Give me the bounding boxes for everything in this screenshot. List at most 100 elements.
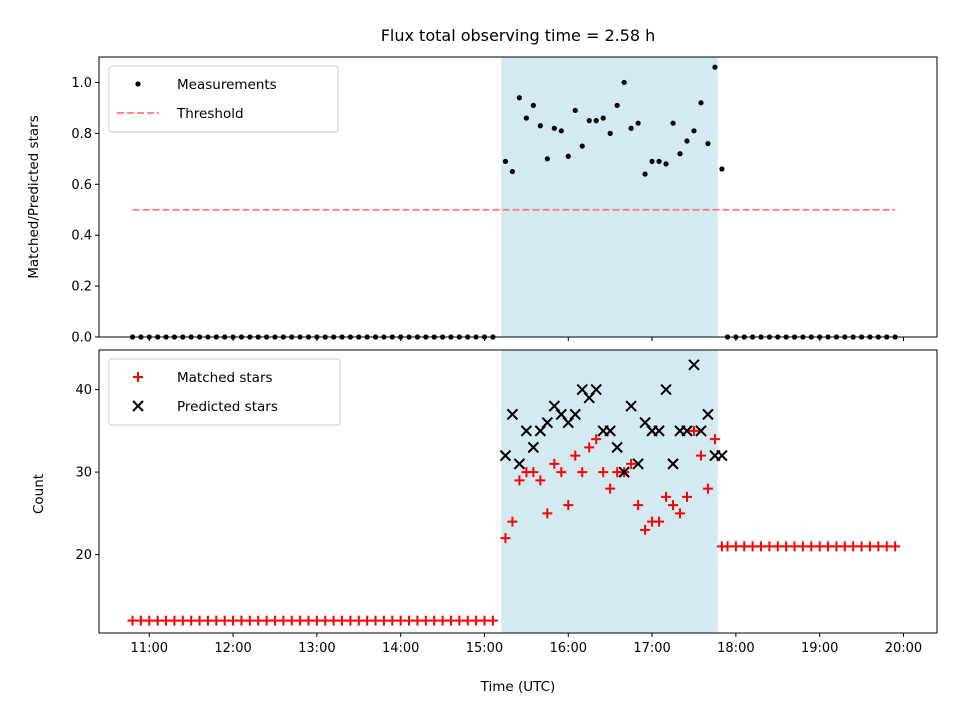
matched-stars-point: [211, 615, 222, 626]
matched-stars-point: [739, 541, 750, 552]
matched-stars-point: [626, 458, 637, 469]
matched-stars-point: [514, 475, 525, 486]
matched-stars-point: [261, 615, 272, 626]
matched-stars-point: [535, 475, 546, 486]
matched-stars-point: [269, 615, 280, 626]
predicted-stars-point: [499, 449, 512, 462]
matched-stars-point: [781, 541, 792, 552]
measurements-point: [537, 123, 543, 129]
matched-stars-point: [152, 615, 163, 626]
x-tick-label: 11:00: [131, 641, 168, 656]
matched-stars-point: [789, 541, 800, 552]
top-y-tick-label: 0.8: [71, 127, 92, 142]
bottom-legend: Matched stars Predicted stars: [108, 358, 341, 426]
predicted-stars-point: [625, 400, 637, 412]
matched-stars-point: [353, 615, 364, 626]
matched-stars-point: [528, 467, 539, 478]
matched-stars-point: [556, 467, 567, 478]
matched-stars-point: [823, 541, 834, 552]
x-axis-label: Time (UTC): [480, 679, 556, 695]
matched-stars-point: [709, 434, 720, 445]
legend-label: Measurements: [177, 77, 277, 93]
measurements-point: [593, 118, 599, 124]
predicted-stars-point: [590, 383, 602, 396]
x-tick-label: 19:00: [801, 641, 838, 656]
matched-stars-point: [563, 500, 574, 511]
matched-stars-point: [127, 615, 138, 626]
matched-stars-point: [747, 541, 758, 552]
matched-stars-point: [661, 491, 672, 502]
legend-label: Matched stars: [177, 370, 273, 386]
predicted-stars-point: [569, 408, 581, 421]
matched-stars-point: [445, 615, 456, 626]
matched-stars-point: [507, 516, 518, 527]
matched-stars-point: [772, 541, 783, 552]
matched-stars-point: [605, 483, 616, 494]
matched-stars-point: [404, 615, 415, 626]
measurements-point: [628, 125, 634, 131]
predicted-stars-point: [611, 441, 623, 454]
matched-stars-point: [856, 541, 867, 552]
predicted-stars-point: [660, 383, 672, 396]
matched-stars-point: [387, 615, 398, 626]
matched-stars-point: [722, 541, 733, 552]
measurements-point: [649, 158, 655, 164]
matched-stars-point: [549, 458, 560, 469]
measurements-point: [691, 128, 697, 134]
predicted-stars-point: [632, 458, 644, 470]
matched-stars-point: [395, 615, 406, 626]
bottom-legend-box: [108, 358, 341, 426]
legend-matched-stars-handle: [133, 372, 143, 382]
matched-stars-point: [186, 615, 197, 626]
measurements-point: [579, 143, 585, 149]
top-y-tick-label: 0.4: [71, 229, 92, 244]
matched-stars-point: [591, 434, 602, 445]
bottom-y-tick-label: 40: [75, 383, 92, 398]
measurements-point: [565, 153, 571, 159]
x-tick-label: 14:00: [382, 641, 419, 656]
measurements-point: [712, 64, 718, 70]
matched-stars-point: [640, 524, 651, 535]
measurements-point: [663, 161, 669, 167]
legend-measurements-handle: [135, 81, 141, 87]
matched-stars-point: [814, 541, 825, 552]
matched-stars-point: [244, 615, 255, 626]
matched-stars-point: [454, 615, 465, 626]
measurements-point: [516, 95, 522, 101]
matched-stars-point: [764, 541, 775, 552]
measurements-point: [621, 79, 627, 86]
predicted-stars-point: [513, 458, 526, 470]
predicted-stars-point: [716, 449, 728, 462]
bottom-axes-frame: [98, 349, 938, 634]
x-tick-label: 15:00: [466, 641, 503, 656]
measurements-point: [544, 156, 550, 162]
top-panel: 0.0 0.2 0.4 0.6 0.8 1.0 Measurements Threshold: [71, 56, 938, 346]
x-tick-label: 16:00: [550, 641, 587, 656]
measurements-point: [614, 102, 620, 108]
measurements-point: [509, 168, 516, 175]
matched-stars-point: [873, 541, 884, 552]
matched-stars-point: [848, 541, 859, 552]
measurements-point: [530, 102, 536, 108]
matched-stars-point: [194, 615, 205, 626]
x-tick-label: 12:00: [214, 641, 251, 656]
matched-stars-point: [328, 615, 339, 626]
legend-label: Predicted stars: [177, 399, 278, 415]
measurements-point: [607, 130, 613, 136]
matched-stars-point: [577, 467, 588, 478]
matched-stars-point: [311, 615, 322, 626]
matched-stars-point: [370, 615, 381, 626]
matched-stars-point: [654, 516, 665, 527]
predicted-stars-point: [688, 359, 700, 371]
matched-stars-point: [320, 615, 331, 626]
measurements-point: [719, 166, 725, 172]
matched-stars-point: [668, 500, 679, 511]
matched-stars-point: [756, 541, 767, 552]
predicted-stars-point: [604, 425, 616, 437]
measurements-point: [502, 158, 509, 164]
measurements-point: [684, 138, 690, 144]
measurements-point: [677, 151, 683, 157]
matched-stars-point: [584, 442, 595, 453]
measurements-point: [642, 171, 648, 177]
